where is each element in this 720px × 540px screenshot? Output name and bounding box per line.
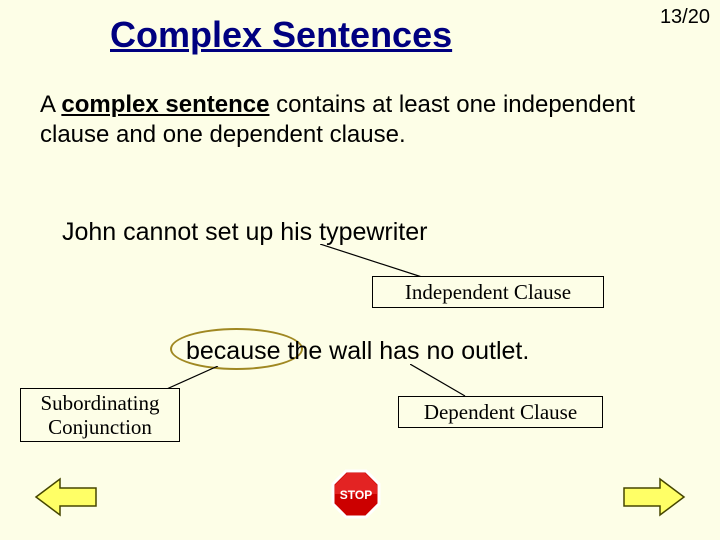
example-sentence-1: John cannot set up his typewriter	[62, 218, 427, 247]
stop-button[interactable]: STOP	[330, 468, 382, 525]
definition-text: A complex sentence contains at least one…	[40, 90, 680, 150]
example-sentence-2: because the wall has no outlet.	[186, 337, 529, 366]
sentence2-rest: the wall has no outlet.	[281, 337, 530, 365]
stop-sign-icon: STOP	[330, 468, 382, 520]
page-counter: 13/20	[660, 6, 710, 29]
definition-term: complex sentence	[61, 91, 269, 118]
subordinating-line1: Subordinating	[41, 391, 160, 415]
arrow-left-icon	[34, 476, 98, 518]
subordinating-conjunction-label: Subordinating Conjunction	[20, 388, 180, 442]
subordinating-word: because	[186, 337, 281, 365]
connector-line	[410, 364, 480, 400]
definition-prefix: A	[40, 91, 61, 118]
dependent-clause-label: Dependent Clause	[398, 396, 603, 428]
page-title: Complex Sentences	[110, 14, 452, 56]
subordinating-line2: Conjunction	[48, 415, 152, 439]
independent-clause-label: Independent Clause	[372, 276, 604, 308]
next-button[interactable]	[622, 476, 686, 518]
prev-button[interactable]	[34, 476, 98, 518]
svg-text:STOP: STOP	[340, 488, 372, 502]
arrow-right-icon	[622, 476, 686, 518]
